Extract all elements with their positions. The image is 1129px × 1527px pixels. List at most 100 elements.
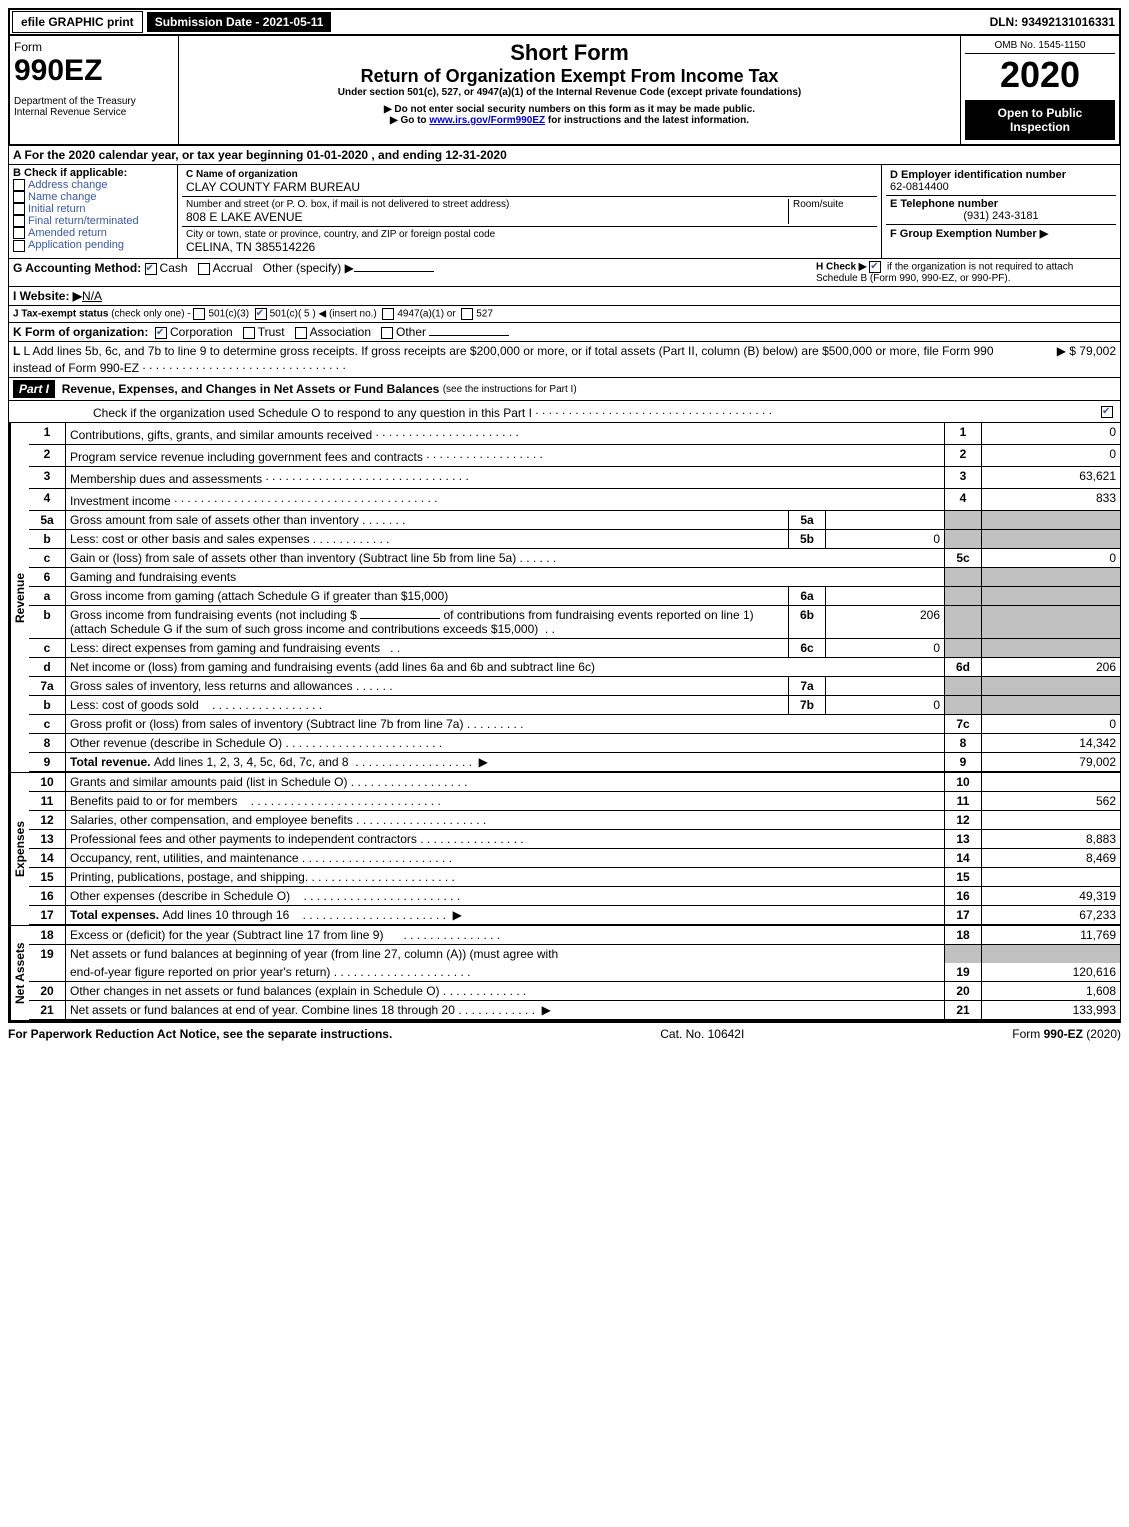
c-label: C Name of organization	[186, 169, 873, 180]
j-501c-checkbox[interactable]	[255, 308, 267, 320]
table-row: 13Professional fees and other payments t…	[29, 830, 1120, 849]
page-footer: For Paperwork Reduction Act Notice, see …	[8, 1021, 1121, 1041]
sched-o-row: Check if the organization used Schedule …	[8, 401, 1121, 423]
f-label: F Group Exemption Number ▶	[890, 228, 1048, 240]
i-row: I Website: ▶N/A	[8, 287, 1121, 306]
efile-print-button[interactable]: efile GRAPHIC print	[12, 11, 143, 33]
footer-left: For Paperwork Reduction Act Notice, see …	[8, 1027, 392, 1041]
netassets-table: 18Excess or (deficit) for the year (Subt…	[29, 926, 1120, 1020]
period-text: A For the 2020 calendar year, or tax yea…	[9, 146, 511, 164]
addr-change-checkbox[interactable]	[13, 179, 25, 191]
table-row: 2Program service revenue including gover…	[29, 445, 1120, 467]
tax-year: 2020	[965, 54, 1115, 96]
org-city: CELINA, TN 385514226	[186, 240, 873, 254]
table-row: 6Gaming and fundraising events	[29, 568, 1120, 587]
addr-label: Number and street (or P. O. box, if mail…	[186, 199, 788, 210]
dept-treasury: Department of the Treasury	[14, 96, 174, 107]
table-row: 17Total expenses. Add lines 10 through 1…	[29, 906, 1120, 925]
subtitle: Under section 501(c), 527, or 4947(a)(1)…	[187, 87, 952, 98]
form-header: Form 990EZ Department of the Treasury In…	[8, 36, 1121, 146]
table-row: bGross income from fundraising events (n…	[29, 606, 1120, 639]
table-row: 3Membership dues and assessments . . . .…	[29, 467, 1120, 489]
b-label: B Check if applicable:	[13, 167, 173, 179]
h-label: H Check ▶	[816, 262, 866, 273]
omb-number: OMB No. 1545-1150	[965, 40, 1115, 54]
j-label: J Tax-exempt status	[13, 309, 108, 320]
amended-return-checkbox[interactable]	[13, 227, 25, 239]
revenue-vlabel: Revenue	[9, 423, 29, 772]
short-form-title: Short Form	[187, 40, 952, 66]
table-row: 11Benefits paid to or for members . . . …	[29, 792, 1120, 811]
part1-header: Part I Revenue, Expenses, and Changes in…	[8, 378, 1121, 401]
table-row: 15Printing, publications, postage, and s…	[29, 868, 1120, 887]
part1-title: Revenue, Expenses, and Changes in Net As…	[62, 382, 440, 396]
form-number: 990EZ	[14, 54, 174, 88]
table-row: 18Excess or (deficit) for the year (Subt…	[29, 926, 1120, 945]
ssn-note: ▶ Do not enter social security numbers o…	[187, 104, 952, 115]
return-title: Return of Organization Exempt From Incom…	[187, 66, 952, 87]
gh-row: G Accounting Method: Cash Accrual Other …	[8, 259, 1121, 287]
room-label: Room/suite	[788, 199, 873, 224]
k-corp-checkbox[interactable]	[155, 327, 167, 339]
table-row: 21Net assets or fund balances at end of …	[29, 1001, 1120, 1020]
6b-input[interactable]	[360, 618, 440, 619]
revenue-table: 1Contributions, gifts, grants, and simil…	[29, 423, 1120, 772]
part1-label: Part I	[13, 380, 55, 398]
k-row: K Form of organization: Corporation Trus…	[8, 323, 1121, 342]
i-label: I Website: ▶	[13, 289, 82, 303]
table-row: aGross income from gaming (attach Schedu…	[29, 587, 1120, 606]
phone-value: (931) 243-3181	[890, 210, 1112, 222]
footer-right: Form 990-EZ (2020)	[1012, 1027, 1121, 1041]
table-row: 14Occupancy, rent, utilities, and mainte…	[29, 849, 1120, 868]
period-row: A For the 2020 calendar year, or tax yea…	[8, 146, 1121, 165]
table-row: 8Other revenue (describe in Schedule O) …	[29, 734, 1120, 753]
j-row: J Tax-exempt status (check only one) - 5…	[8, 306, 1121, 323]
l-amount: ▶ $ 79,002	[1012, 342, 1120, 377]
j-4947-checkbox[interactable]	[382, 308, 394, 320]
j-501c3-checkbox[interactable]	[193, 308, 205, 320]
table-row: 16Other expenses (describe in Schedule O…	[29, 887, 1120, 906]
topbar: efile GRAPHIC print Submission Date - 20…	[8, 8, 1121, 36]
table-row: 20Other changes in net assets or fund ba…	[29, 982, 1120, 1001]
k-other-checkbox[interactable]	[381, 327, 393, 339]
e-label: E Telephone number	[890, 198, 1112, 210]
k-trust-checkbox[interactable]	[243, 327, 255, 339]
sched-o-text: Check if the organization used Schedule …	[93, 406, 532, 420]
accrual-checkbox[interactable]	[198, 263, 210, 275]
table-row: cLess: direct expenses from gaming and f…	[29, 639, 1120, 658]
table-row: cGross profit or (loss) from sales of in…	[29, 715, 1120, 734]
table-row: cGain or (loss) from sale of assets othe…	[29, 549, 1120, 568]
h-checkbox[interactable]	[869, 261, 881, 273]
website-value: N/A	[82, 289, 102, 303]
table-row: end-of-year figure reported on prior yea…	[29, 963, 1120, 982]
k-label: K Form of organization:	[13, 325, 148, 339]
name-change-checkbox[interactable]	[13, 191, 25, 203]
table-row: 5aGross amount from sale of assets other…	[29, 511, 1120, 530]
sched-o-checkbox[interactable]	[1101, 406, 1113, 418]
cash-checkbox[interactable]	[145, 263, 157, 275]
table-row: 10Grants and similar amounts paid (list …	[29, 773, 1120, 792]
irs-link[interactable]: www.irs.gov/Form990EZ	[429, 115, 545, 126]
internal-revenue: Internal Revenue Service	[14, 107, 174, 118]
g-label: G Accounting Method:	[13, 261, 141, 275]
section-def: D Employer identification number 62-0814…	[881, 165, 1120, 258]
initial-return-checkbox[interactable]	[13, 203, 25, 215]
expenses-vlabel: Expenses	[9, 773, 29, 925]
netassets-vlabel: Net Assets	[9, 926, 29, 1020]
org-name: CLAY COUNTY FARM BUREAU	[186, 180, 873, 194]
k-assoc-checkbox[interactable]	[295, 327, 307, 339]
part1-hint: (see the instructions for Part I)	[443, 384, 577, 395]
j-527-checkbox[interactable]	[461, 308, 473, 320]
final-return-checkbox[interactable]	[13, 215, 25, 227]
table-row: 12Salaries, other compensation, and empl…	[29, 811, 1120, 830]
table-row: bLess: cost of goods sold . . . . . . . …	[29, 696, 1120, 715]
dln-label: DLN: 93492131016331	[990, 15, 1119, 29]
table-row: 4Investment income . . . . . . . . . . .…	[29, 489, 1120, 511]
app-pending-checkbox[interactable]	[13, 240, 25, 252]
city-label: City or town, state or province, country…	[186, 229, 873, 240]
other-specify-input[interactable]	[354, 271, 434, 272]
form-word: Form	[14, 40, 174, 54]
section-c: C Name of organization CLAY COUNTY FARM …	[178, 165, 881, 258]
k-other-input[interactable]	[429, 335, 509, 336]
submission-date-button[interactable]: Submission Date - 2021-05-11	[147, 12, 332, 32]
